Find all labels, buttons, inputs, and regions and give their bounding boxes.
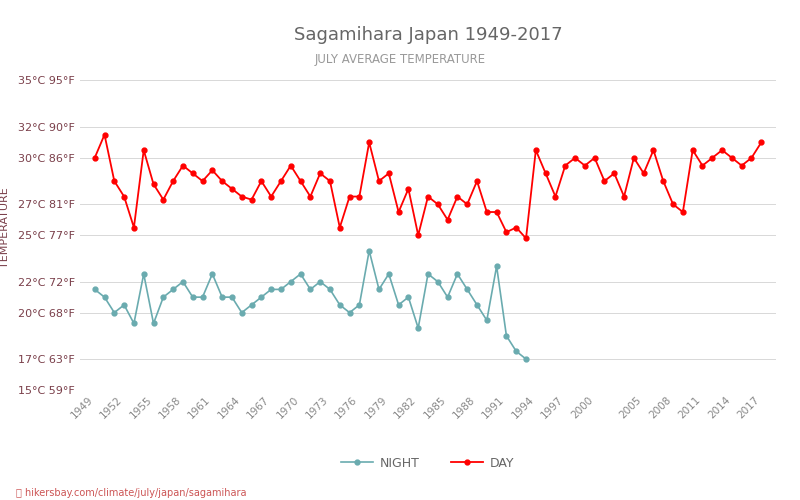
NIGHT bbox=[198, 294, 207, 300]
DAY bbox=[482, 209, 492, 215]
DAY bbox=[746, 155, 756, 161]
NIGHT bbox=[414, 325, 423, 331]
NIGHT bbox=[462, 286, 472, 292]
NIGHT bbox=[158, 294, 168, 300]
NIGHT bbox=[482, 318, 492, 324]
Line: NIGHT: NIGHT bbox=[92, 248, 529, 362]
Line: DAY: DAY bbox=[92, 132, 764, 241]
DAY bbox=[149, 181, 158, 187]
NIGHT bbox=[227, 294, 237, 300]
NIGHT bbox=[394, 302, 403, 308]
NIGHT bbox=[207, 271, 217, 277]
Y-axis label: TEMPERATURE: TEMPERATURE bbox=[0, 187, 10, 268]
NIGHT bbox=[266, 286, 276, 292]
NIGHT bbox=[237, 310, 246, 316]
NIGHT bbox=[492, 263, 502, 269]
NIGHT bbox=[110, 310, 119, 316]
NIGHT bbox=[354, 302, 364, 308]
NIGHT bbox=[384, 271, 394, 277]
NIGHT bbox=[276, 286, 286, 292]
Legend: NIGHT, DAY: NIGHT, DAY bbox=[337, 452, 519, 475]
NIGHT bbox=[403, 294, 413, 300]
NIGHT bbox=[453, 271, 462, 277]
DAY bbox=[90, 155, 99, 161]
NIGHT bbox=[100, 294, 110, 300]
NIGHT bbox=[374, 286, 384, 292]
NIGHT bbox=[257, 294, 266, 300]
NIGHT bbox=[188, 294, 198, 300]
NIGHT bbox=[296, 271, 306, 277]
NIGHT bbox=[246, 302, 256, 308]
NIGHT bbox=[168, 286, 178, 292]
NIGHT bbox=[443, 294, 453, 300]
NIGHT bbox=[306, 286, 315, 292]
Text: JULY AVERAGE TEMPERATURE: JULY AVERAGE TEMPERATURE bbox=[314, 52, 486, 66]
NIGHT bbox=[335, 302, 345, 308]
NIGHT bbox=[218, 294, 227, 300]
DAY bbox=[522, 236, 531, 242]
NIGHT bbox=[325, 286, 334, 292]
NIGHT bbox=[286, 278, 295, 284]
NIGHT bbox=[433, 278, 442, 284]
DAY bbox=[207, 167, 217, 173]
NIGHT bbox=[129, 320, 138, 326]
Text: ⓘ hikersbay.com/climate/july/japan/sagamihara: ⓘ hikersbay.com/climate/july/japan/sagam… bbox=[16, 488, 246, 498]
NIGHT bbox=[178, 278, 188, 284]
NIGHT bbox=[139, 271, 149, 277]
NIGHT bbox=[511, 348, 521, 354]
NIGHT bbox=[522, 356, 531, 362]
NIGHT bbox=[423, 271, 433, 277]
NIGHT bbox=[502, 333, 511, 339]
DAY bbox=[619, 194, 629, 200]
DAY bbox=[227, 186, 237, 192]
NIGHT bbox=[345, 310, 354, 316]
NIGHT bbox=[90, 286, 99, 292]
NIGHT bbox=[119, 302, 129, 308]
NIGHT bbox=[364, 248, 374, 254]
NIGHT bbox=[472, 302, 482, 308]
DAY bbox=[100, 132, 110, 138]
DAY bbox=[757, 140, 766, 145]
NIGHT bbox=[315, 278, 325, 284]
Title: Sagamihara Japan 1949-2017: Sagamihara Japan 1949-2017 bbox=[294, 26, 562, 44]
NIGHT bbox=[149, 320, 158, 326]
